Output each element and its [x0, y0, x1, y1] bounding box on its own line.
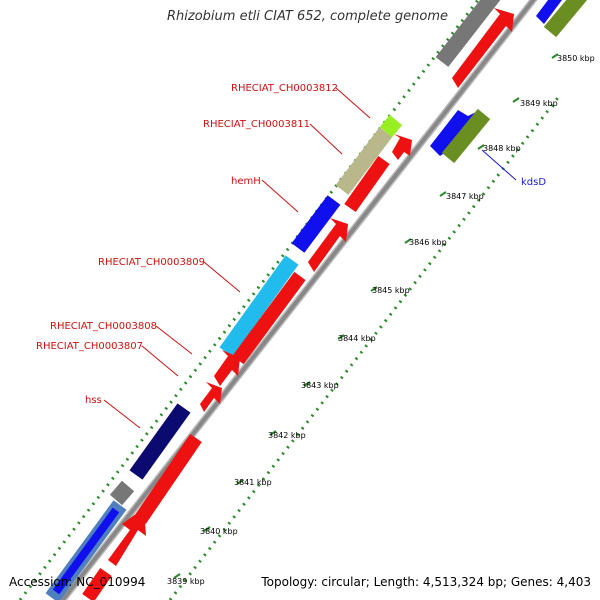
tick-mark [439, 191, 447, 197]
gene-lime-ch3812 [379, 114, 403, 138]
label-hemH[interactable]: hemH [231, 176, 261, 187]
leader-kdsD [481, 149, 517, 181]
tick-label: 3839 kbp [167, 577, 205, 586]
gene-olive-a [441, 108, 491, 164]
gene-red-9 [392, 134, 412, 160]
tick-label: 3840 kbp [200, 527, 238, 536]
genome-summary: Topology: circular; Length: 4,513,324 bp… [261, 575, 591, 589]
label-kdsD[interactable]: kdsD [521, 177, 546, 188]
leader-ch3811 [309, 123, 343, 155]
label-ch3812[interactable]: RHECIAT_CH0003812 [231, 83, 338, 94]
gene-blue-b [536, 0, 562, 24]
gene-blue-hemH [291, 195, 341, 253]
tick-label: 3845 kbp [372, 286, 410, 295]
leader-ch3808 [155, 325, 193, 355]
gene-red-10 [452, 8, 514, 88]
gene-red-2 [108, 508, 146, 566]
tick-label: 3850 kbp [557, 54, 595, 63]
leader-hemH [261, 179, 299, 213]
tick-label: 3843 kbp [301, 381, 339, 390]
tick-mark [551, 53, 559, 59]
tick-mark [303, 381, 311, 387]
tick-mark [370, 286, 378, 292]
tick-track-left [18, 0, 480, 600]
gene-olive-b [543, 0, 588, 38]
leader-ch3809 [203, 261, 241, 293]
tick-label: 3847 kbp [446, 192, 484, 201]
gene-red-8 [344, 155, 390, 213]
tick-label: 3844 kbp [338, 334, 376, 343]
gene-red-4 [200, 382, 222, 412]
label-ch3808[interactable]: RHECIAT_CH0003808 [50, 321, 157, 332]
tick-label: 3849 kbp [520, 99, 558, 108]
leader-ch3812 [335, 87, 371, 119]
gene-red-7 [308, 218, 348, 272]
tick-mark [477, 144, 485, 150]
tick-mark [512, 97, 520, 103]
genome-title: Rhizobium etli CIAT 652, complete genome [167, 9, 448, 24]
gene-cyan-ch3809 [219, 255, 299, 357]
label-ch3809[interactable]: RHECIAT_CH0003809 [98, 257, 205, 268]
gene-gray-a [109, 480, 135, 506]
tick-label: 3848 kbp [483, 144, 521, 153]
tick-mark [337, 334, 345, 340]
tick-label: 3842 kbp [268, 431, 306, 440]
tick-mark [203, 526, 211, 532]
accession-text: Accession: NC_010994 [9, 575, 146, 589]
gene-khaki-ch3811 [335, 127, 393, 195]
gene-blue-a [52, 507, 120, 595]
gene-red-6 [232, 271, 306, 365]
leader-hss [103, 399, 141, 429]
gene-navy-hss [129, 403, 191, 480]
tick-marks [173, 53, 559, 579]
gene-blue-kdsD [430, 110, 476, 156]
backbone [60, 0, 536, 600]
tick-label: 3841 kbp [234, 478, 272, 487]
leader-ch3807 [141, 345, 179, 377]
tick-mark [236, 479, 244, 485]
tick-label: 3846 kbp [409, 238, 447, 247]
label-hss[interactable]: hss [85, 395, 102, 406]
label-ch3811[interactable]: RHECIAT_CH0003811 [203, 119, 310, 130]
tick-mark [269, 430, 277, 436]
tick-mark [173, 573, 181, 579]
gene-gray-b [435, 0, 501, 67]
gene-red-5 [214, 350, 240, 386]
gene-red-1 [82, 568, 112, 600]
label-ch3807[interactable]: RHECIAT_CH0003807 [36, 341, 143, 352]
tick-mark [404, 238, 412, 244]
gene-red-3 [134, 434, 202, 524]
